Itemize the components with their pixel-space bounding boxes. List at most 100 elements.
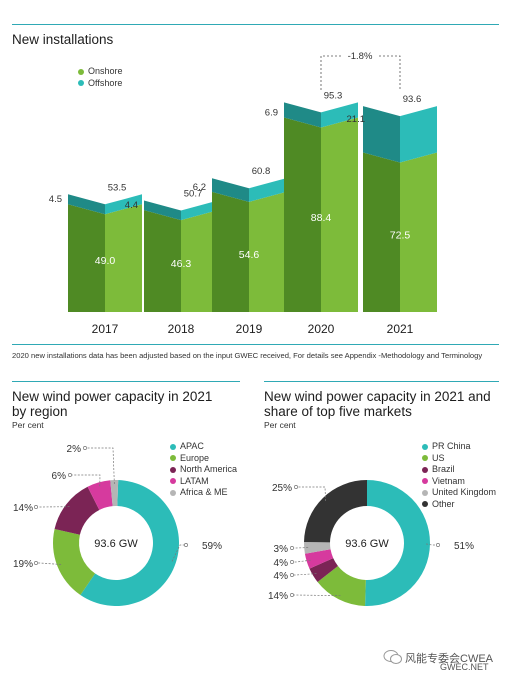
onshore-value-2021: 72.5 <box>390 229 411 241</box>
offshore-left-face-2021 <box>363 106 400 163</box>
year-label-2021: 2021 <box>387 322 414 336</box>
offshore-left-face-2018 <box>144 200 181 221</box>
offshore-value-2019: 6.2 <box>193 182 206 193</box>
offshore-right-face-2018 <box>181 200 218 221</box>
wechat-icon <box>383 650 402 664</box>
legend-swatch <box>170 466 176 473</box>
onshore-right-face-2019 <box>249 191 286 312</box>
slice-label-4: 3% <box>274 544 289 555</box>
slice-apac <box>80 480 179 606</box>
slice-label-3: 6% <box>52 471 67 482</box>
offshore-left-face-2020 <box>284 102 321 128</box>
bar-2018: 46.3 4.4 50.7 2018 <box>125 188 218 336</box>
legend-label: Europe <box>180 452 210 463</box>
slice-us <box>317 565 366 606</box>
onshore-left-face-2019 <box>212 191 249 312</box>
slice-label-2: 4% <box>274 571 289 582</box>
middle-rule <box>12 344 499 345</box>
leader-0 <box>171 544 186 562</box>
donut-center-label-left: 93.6 GW <box>94 538 138 550</box>
legend-label: PR China <box>432 441 471 451</box>
donut-center-label-right: 93.6 GW <box>345 538 389 550</box>
slice-other <box>304 480 367 543</box>
leader-dot-4 <box>83 446 87 450</box>
left-donut-title-line1: New wind power capacity in 2021 <box>12 389 213 404</box>
slice-north-america <box>54 486 100 535</box>
leader-3 <box>70 474 101 487</box>
leader-dot-0 <box>184 543 188 547</box>
slice-label-5: 25% <box>272 483 292 494</box>
total-value-2020: 95.3 <box>324 90 343 101</box>
offshore-swatch <box>78 80 84 87</box>
leader-dot-4 <box>290 546 294 550</box>
legend-label: North America <box>180 464 238 474</box>
left-donut-title-line2: by region <box>12 404 68 419</box>
leader-dot-5 <box>294 485 298 489</box>
slice-label-0: 51% <box>454 541 474 552</box>
legend-swatch <box>170 455 176 462</box>
offshore-right-face-2019 <box>249 178 286 202</box>
legend-item-apac: APAC <box>170 441 237 453</box>
legend-item-pr-china: PR China <box>422 441 496 453</box>
legend-label: LATAM <box>180 475 209 486</box>
right-bottom-rule <box>264 381 499 382</box>
leader-3 <box>292 559 311 563</box>
bar-2021: 72.5 21.1 93.6 2021 <box>347 94 437 336</box>
legend-label-onshore: Onshore <box>88 66 123 76</box>
left-donut-subtitle: Per cent <box>12 420 44 430</box>
onshore-value-2018: 46.3 <box>171 258 192 270</box>
offshore-right-face-2017 <box>105 194 142 215</box>
legend-item-vietnam: Vietnam <box>422 476 496 488</box>
slice-label-1: 14% <box>268 591 288 602</box>
onshore-left-face-2020 <box>284 117 321 313</box>
left-bottom-rule <box>12 381 240 382</box>
total-value-2019: 60.8 <box>252 166 271 177</box>
top-rule <box>12 24 499 25</box>
total-value-2017: 53.5 <box>108 182 127 193</box>
offshore-right-face-2021 <box>400 106 437 163</box>
slice-pr-china <box>365 480 430 606</box>
legend-label-offshore: Offshore <box>88 77 123 88</box>
right-donut-title-line2: share of top five markets <box>264 404 412 419</box>
legend-swatch <box>422 489 428 496</box>
slice-europe <box>52 529 96 595</box>
legend-swatch <box>422 501 428 508</box>
slice-label-4: 2% <box>67 444 82 455</box>
leader-dot-2 <box>290 573 294 577</box>
legend-swatch <box>422 478 428 485</box>
onshore-right-face-2020 <box>321 117 358 313</box>
legend-swatch <box>422 455 428 462</box>
leader-1 <box>36 562 62 565</box>
offshore-left-face-2019 <box>212 178 249 202</box>
onshore-right-face-2018 <box>181 210 218 312</box>
slice-label-2: 14% <box>13 503 33 514</box>
total-value-2018: 50.7 <box>184 188 203 199</box>
onshore-right-face-2021 <box>400 152 437 312</box>
right-donut-title-line1: New wind power capacity in 2021 and <box>264 389 491 404</box>
slice-label-0: 59% <box>202 541 222 552</box>
legend-item-other: Other <box>422 499 496 511</box>
donut-left: 59% 19% 14% 6% 2% 93.6 GW <box>13 444 222 606</box>
year-label-2018: 2018 <box>168 322 195 336</box>
offshore-left-face-2017 <box>68 194 105 215</box>
watermark-url: GWEC.NET <box>440 662 489 672</box>
offshore-value-2018: 4.4 <box>125 200 138 211</box>
footnote: 2020 new installations data has been adj… <box>12 351 483 360</box>
new-installations-chart: -1.8% 49.04.553.5201746.34.450.7201854.6… <box>49 50 437 336</box>
change-bracket: -1.8% <box>320 50 401 90</box>
legend-label: United Kingdom <box>432 487 497 497</box>
legend-swatch <box>170 443 176 450</box>
right-donut-legend: PR China US Brazil Vietnam United Kingdom Oth… <box>422 441 496 510</box>
leader-dot-3 <box>68 473 72 477</box>
legend-swatch <box>422 466 428 473</box>
legend-item-offshore: Offshore <box>78 78 123 90</box>
slice-latam <box>87 480 113 510</box>
leader-dot-3 <box>290 560 294 564</box>
top-chart-legend: Onshore Offshore <box>78 66 123 89</box>
legend-label: Other <box>432 498 455 509</box>
slice-vietnam <box>304 549 334 569</box>
legend-swatch <box>170 478 176 485</box>
offshore-right-face-2020 <box>321 102 358 128</box>
onshore-left-face-2021 <box>363 152 400 312</box>
